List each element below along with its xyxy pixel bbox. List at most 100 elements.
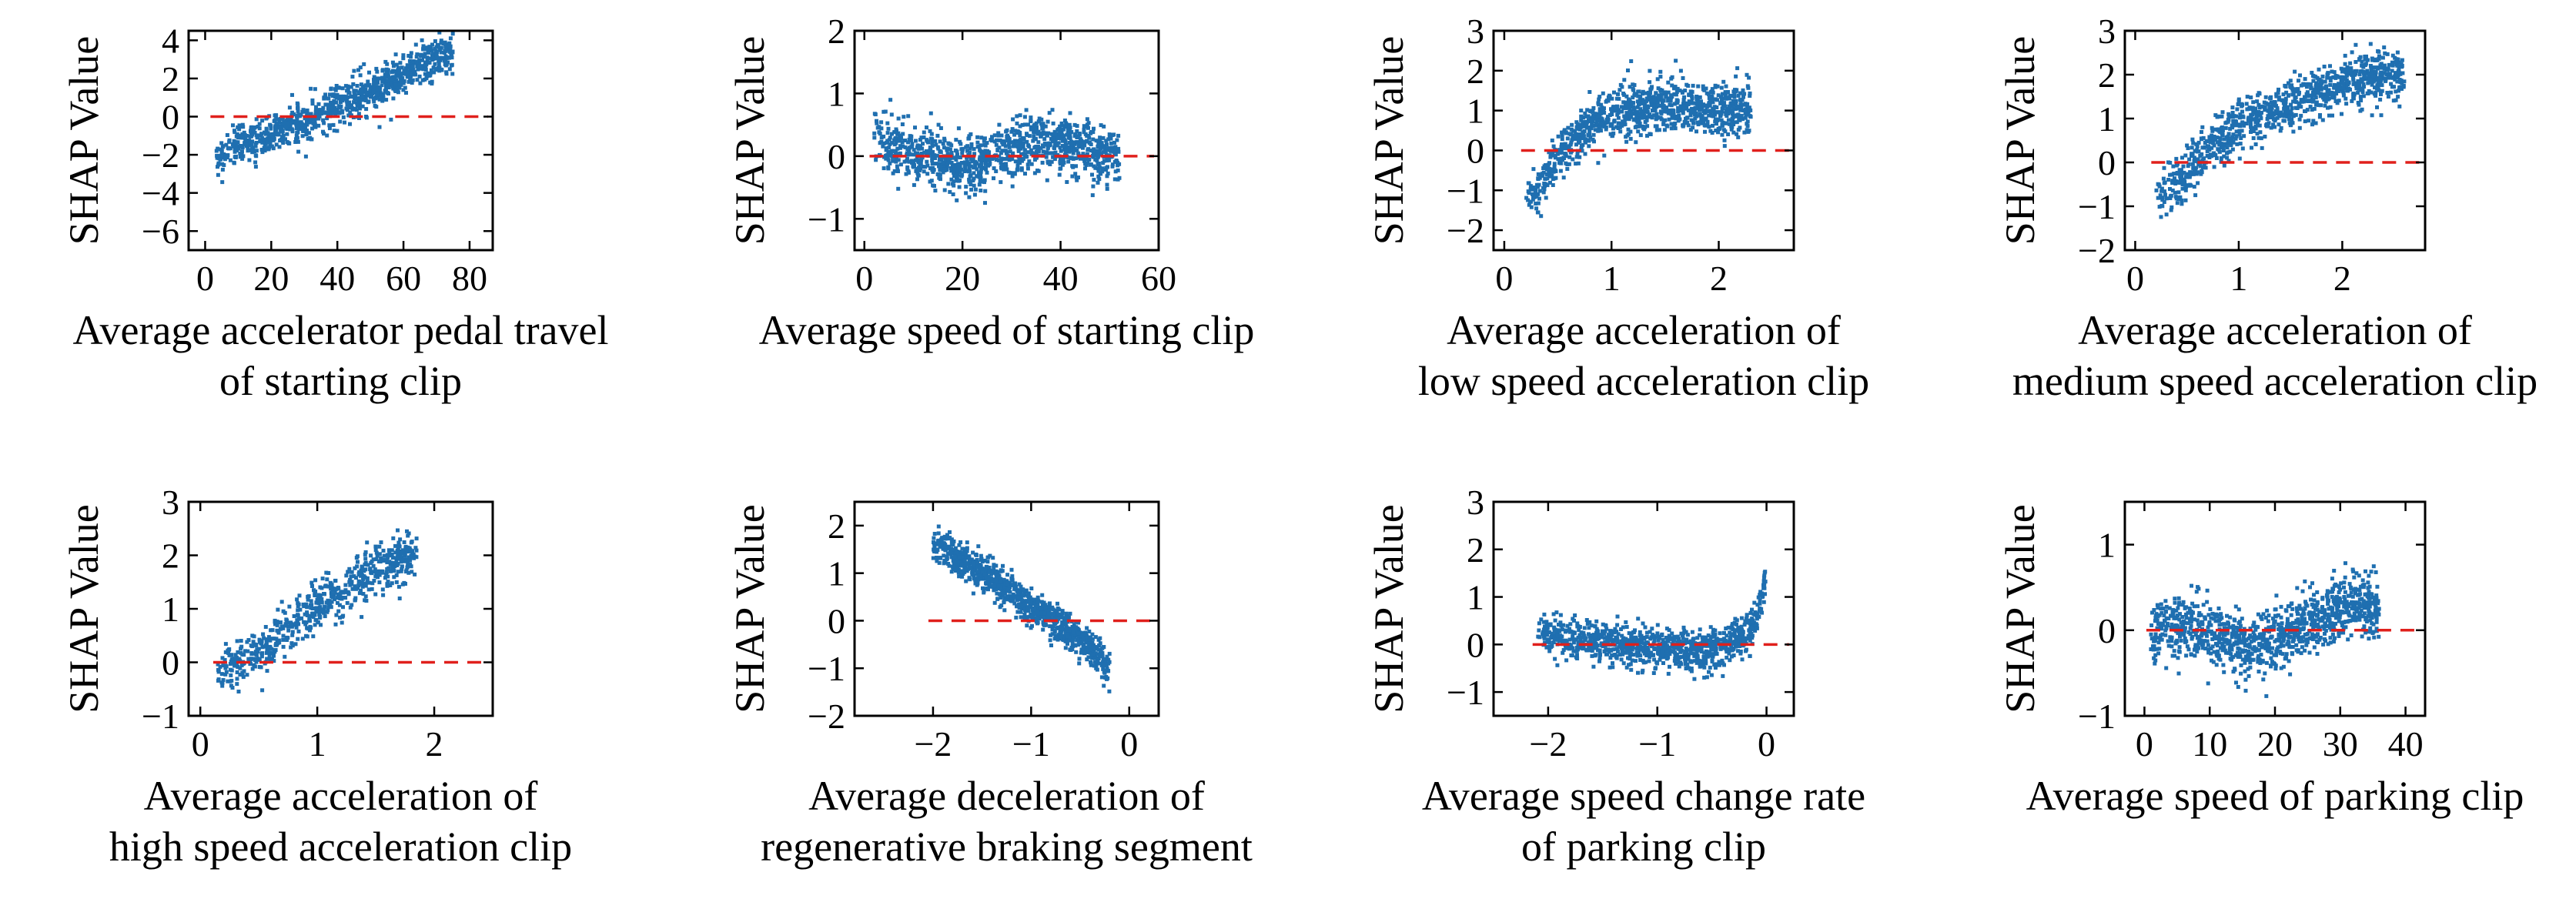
scatter-point (2206, 144, 2210, 149)
scatter-point (2175, 201, 2180, 206)
scatter-point (1610, 123, 1614, 127)
scatter-point (1597, 123, 1602, 127)
scatter-point (1526, 198, 1531, 202)
scatter-point (1554, 175, 1558, 180)
scatter-point (2309, 86, 2313, 91)
scatter-point (1098, 135, 1102, 140)
scatter-point (379, 556, 383, 560)
scatter-point (1662, 128, 1667, 132)
scatter-point (1591, 105, 1596, 110)
scatter-point (265, 669, 269, 673)
scatter-point (2377, 79, 2381, 84)
scatter-point (900, 122, 905, 126)
scatter-point (1010, 184, 1015, 189)
scatter-point (1022, 136, 1026, 141)
scatter-point (347, 105, 351, 110)
scatter-point (267, 653, 272, 658)
scatter-point (902, 115, 906, 119)
scatter-series (931, 524, 1112, 693)
scatter-point (346, 102, 350, 107)
scatter-point (2337, 86, 2341, 91)
scatter-point (227, 138, 232, 142)
scatter-point (1658, 69, 1663, 74)
scatter-point (275, 117, 279, 122)
scatter-point (1005, 128, 1009, 132)
scatter-point (2188, 173, 2193, 178)
scatter-point (446, 60, 450, 65)
scatter-point (2210, 145, 2214, 150)
scatter-point (982, 136, 987, 141)
scatter-point (2344, 102, 2349, 106)
scatter-point (398, 537, 403, 542)
scatter-point (406, 79, 411, 84)
scatter-point (942, 167, 947, 172)
scatter-point (908, 134, 912, 139)
scatter-point (268, 638, 273, 643)
scatter-point (335, 596, 340, 600)
scatter-point (2219, 156, 2223, 160)
scatter-point (1610, 96, 1614, 101)
scatter-point (2297, 79, 2300, 83)
scatter-point (2177, 195, 2182, 200)
scatter-point (2268, 104, 2272, 109)
scatter-point (2163, 189, 2166, 194)
scatter-point (433, 46, 437, 51)
scatter-point (968, 146, 972, 151)
y-tick-label: 2 (2098, 55, 2116, 95)
scatter-point (431, 65, 436, 70)
scatter-point (246, 140, 251, 145)
scatter-point (1574, 155, 1579, 159)
scatter-point (2158, 193, 2163, 198)
scatter-point (373, 96, 377, 101)
scatter-point (1110, 133, 1115, 137)
scatter-point (2317, 82, 2321, 87)
scatter-point (2251, 100, 2256, 105)
scatter-point (1631, 82, 1635, 87)
scatter-point (364, 115, 369, 120)
scatter-point (347, 566, 352, 571)
scatter-point (417, 58, 422, 62)
scatter-point (2384, 72, 2389, 76)
x-tick-label: 0 (1495, 259, 1513, 298)
scatter-point (898, 133, 903, 138)
scatter-point (386, 75, 391, 79)
scatter-point (2290, 106, 2294, 111)
scatter-point (226, 145, 230, 150)
scatter-point (270, 132, 275, 136)
scatter-point (2192, 159, 2196, 163)
scatter-point (1072, 122, 1077, 127)
scatter-point (1064, 148, 1069, 152)
scatter-point (393, 52, 398, 57)
scatter-point (2395, 79, 2400, 84)
scatter-point (936, 531, 941, 536)
scatter-point (1649, 103, 1654, 108)
scatter-point (1593, 128, 1597, 132)
scatter-point (896, 186, 901, 191)
scatter-point (2358, 95, 2363, 99)
scatter-point (1019, 137, 1023, 142)
scatter-point (295, 622, 299, 627)
scatter-point (414, 555, 419, 560)
scatter-point (216, 153, 220, 158)
scatter-point (2231, 132, 2236, 137)
scatter-point (273, 622, 277, 627)
scatter-point (1019, 152, 1024, 156)
scatter-point (2398, 72, 2403, 76)
scatter-point (1715, 105, 1719, 109)
scatter-point (2263, 105, 2267, 110)
scatter-point (1622, 78, 1627, 82)
scatter-point (389, 569, 393, 573)
scatter-point (2262, 100, 2267, 105)
scatter-point (1059, 121, 1064, 125)
scatter-point (2397, 79, 2402, 83)
scatter-point (2203, 165, 2208, 170)
scatter-point (915, 156, 919, 161)
scatter-point (2361, 82, 2366, 86)
scatter-point (2212, 143, 2216, 148)
scatter-point (1035, 169, 1039, 172)
scatter-point (288, 127, 293, 132)
scatter-point (425, 74, 430, 79)
scatter-point (2369, 69, 2374, 73)
scatter-point (1055, 601, 1059, 606)
